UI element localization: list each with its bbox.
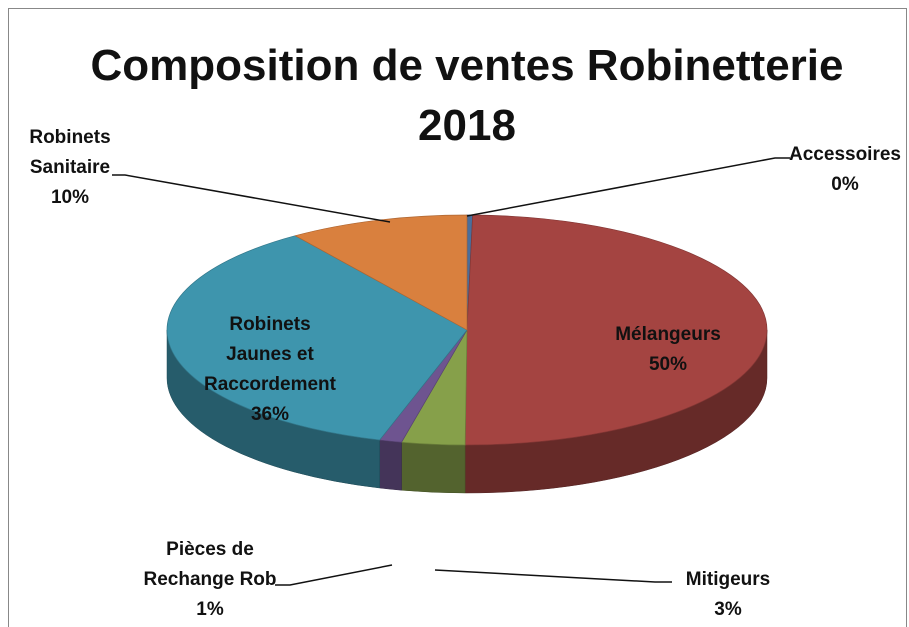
chart-title: Composition de ventes Robinetterie 2018 bbox=[90, 41, 844, 150]
value-label: 3% bbox=[714, 599, 742, 620]
leader-line bbox=[434, 569, 672, 583]
value-label: 10% bbox=[50, 187, 90, 208]
leader-line bbox=[275, 564, 393, 586]
slice-label: Accessoires 0% bbox=[789, 140, 901, 200]
slice-label: Mitigeurs 3% bbox=[686, 565, 770, 625]
category-label: Pièces de Rechange Rob bbox=[143, 539, 277, 590]
slice-side bbox=[401, 441, 466, 494]
slice bbox=[464, 214, 768, 446]
value-label: 1% bbox=[196, 599, 224, 620]
value-label: 50% bbox=[648, 354, 688, 375]
slice bbox=[166, 235, 468, 441]
value-label: 36% bbox=[250, 404, 290, 425]
slice-side bbox=[379, 439, 402, 491]
value-label: 0% bbox=[831, 174, 859, 195]
category-label: Accessoires bbox=[789, 144, 901, 165]
category-label: Mitigeurs bbox=[685, 569, 771, 590]
leader-line bbox=[112, 174, 391, 223]
slice-label: Pièces de Rechange Rob 1% bbox=[143, 535, 276, 625]
chart-frame bbox=[8, 8, 907, 627]
category-label: Robinets Jaunes et Raccordement bbox=[204, 314, 336, 395]
category-label: Mélangeurs bbox=[615, 324, 721, 345]
category-label: Robinets Sanitaire bbox=[29, 127, 111, 178]
slice-label: Robinets Sanitaire 10% bbox=[29, 123, 110, 213]
slice-label: Mélangeurs 50% bbox=[615, 320, 721, 380]
slice-label: Robinets Jaunes et Raccordement 36% bbox=[204, 310, 336, 430]
leader-line bbox=[466, 157, 790, 217]
